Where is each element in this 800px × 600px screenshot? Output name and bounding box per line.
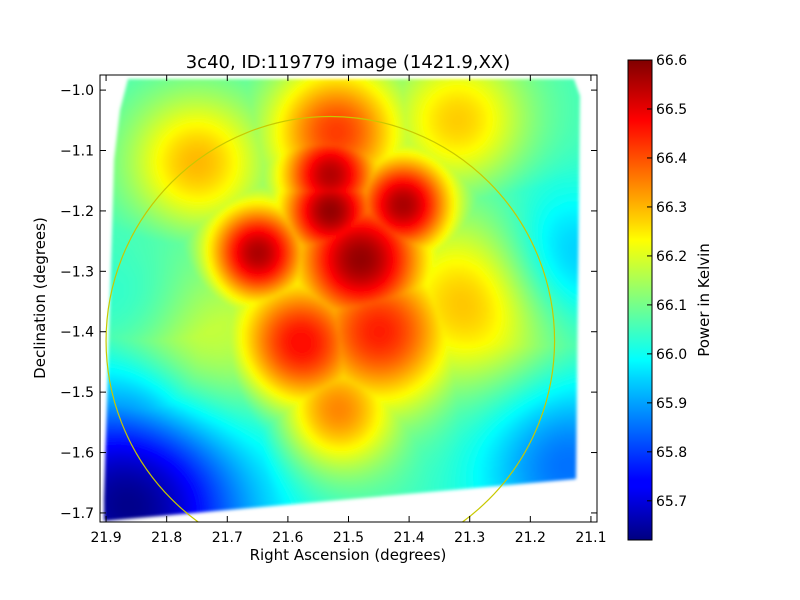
x-tick-label: 21.4	[394, 530, 425, 546]
colorbar-gradient	[627, 59, 653, 541]
plot-area: 21.9 21.8 21.7 21.6 21.5 21.4 21.3 21.2 21.1 −1.…	[60, 74, 607, 546]
x-tick-label: 21.7	[212, 530, 243, 546]
colorbar-tick-label: 65.8	[656, 445, 687, 461]
colorbar-tick-label: 66.0	[656, 347, 687, 363]
colorbar-tick-label: 66.2	[656, 249, 687, 265]
x-tick-label: 21.9	[90, 530, 121, 546]
colorbar-tick-label: 65.9	[656, 396, 687, 412]
colorbar-tick-label: 66.4	[656, 151, 687, 167]
colorbar-tick-label: 66.3	[656, 200, 687, 216]
x-axis-label: Right Ascension (degrees)	[250, 546, 447, 564]
y-tick-label: −1.7	[60, 506, 94, 522]
colorbar-tick-label: 66.6	[656, 53, 687, 69]
y-axis-label: Declination (degrees)	[31, 217, 49, 379]
field-of-view-circle	[105, 115, 556, 522]
y-tick-label: −1.2	[60, 204, 94, 220]
heatmap-image	[104, 79, 580, 521]
x-axis-ticks: 21.9 21.8 21.7 21.6 21.5 21.4 21.3 21.2 21.1	[90, 75, 607, 546]
colorbar-tick-label: 65.7	[656, 494, 687, 510]
x-tick-label: 21.1	[575, 530, 606, 546]
y-tick-label: −1.4	[60, 325, 94, 341]
x-tick-label: 21.8	[151, 530, 182, 546]
colorbar: 65.7 65.8 65.9 66.0 66.1 66.2 66.3 66.4 66.5 66.6…	[627, 53, 713, 541]
colorbar-label: Power in Kelvin	[695, 243, 713, 357]
x-tick-label: 21.2	[515, 530, 546, 546]
x-tick-label: 21.3	[454, 530, 485, 546]
x-tick-label: 21.6	[272, 530, 303, 546]
y-tick-label: −1.5	[60, 385, 94, 401]
y-tick-label: −1.0	[60, 83, 94, 99]
plot-frame	[99, 74, 598, 523]
y-axis-ticks: −1.0 −1.1 −1.2 −1.3 −1.4 −1.5 −1.6 −1.7	[60, 83, 597, 522]
colorbar-ticks: 65.7 65.8 65.9 66.0 66.1 66.2 66.3 66.4 66.5 66.6	[647, 53, 687, 510]
colorbar-tick-label: 66.5	[656, 102, 687, 118]
y-tick-label: −1.3	[60, 264, 94, 280]
chart-title: 3c40, ID:119779 image (1421.9,XX)	[186, 52, 511, 73]
colorbar-tick-label: 66.1	[656, 298, 687, 314]
x-tick-label: 21.5	[333, 530, 364, 546]
y-tick-label: −1.6	[60, 446, 94, 462]
y-tick-label: −1.1	[60, 144, 94, 160]
